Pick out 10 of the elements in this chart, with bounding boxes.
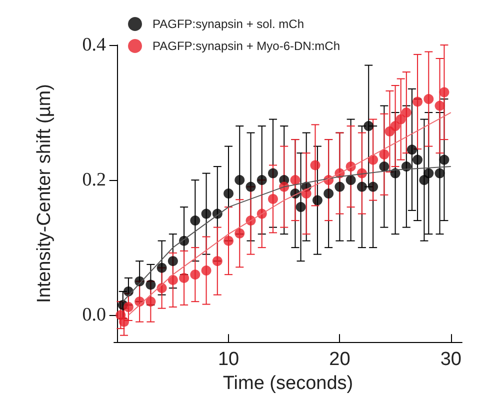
y-tick-label: 0.4 <box>82 34 106 56</box>
legend-label: PAGFP:synapsin + sol. mCh <box>152 17 304 31</box>
y-tick-label: 0.0 <box>82 304 106 326</box>
x-tick-label: 30 <box>440 349 462 370</box>
legend-label: PAGFP:synapsin + Myo-6-DN:mCh <box>152 39 340 53</box>
x-tick-label: 20 <box>329 349 350 370</box>
y-axis-title: Intensity-Center shift (µm) <box>34 84 55 304</box>
y-tick-label: 0.2 <box>82 170 106 191</box>
x-axis-title: Time (seconds) <box>222 373 354 394</box>
x-tick-label: 10 <box>218 349 240 370</box>
